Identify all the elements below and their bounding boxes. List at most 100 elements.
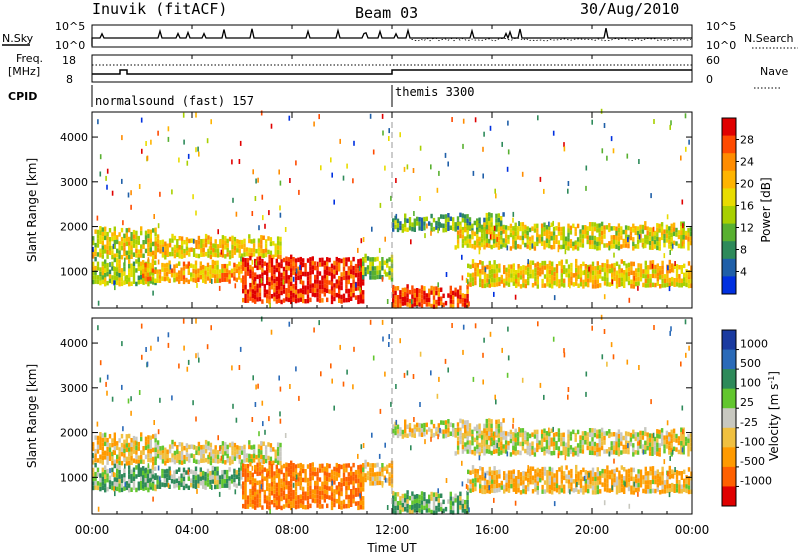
velocity-cell <box>202 479 205 485</box>
power-cell <box>452 226 455 231</box>
velocity-cell <box>290 487 293 493</box>
power-cell <box>111 275 114 280</box>
power-cell <box>199 265 202 271</box>
velocity-cell <box>567 447 570 453</box>
power-cell <box>154 260 157 265</box>
velocity-cell <box>486 484 489 489</box>
velocity-cell <box>543 480 547 485</box>
velocity-cell <box>406 499 409 504</box>
power-cell <box>123 242 126 248</box>
velocity-cell <box>168 466 171 471</box>
velocity-cell <box>545 435 549 440</box>
power-cell <box>639 233 642 239</box>
power-cell <box>187 270 190 275</box>
power-cell <box>675 232 678 237</box>
velocity-cell <box>567 483 571 489</box>
power-cell <box>304 285 307 290</box>
power-cell <box>378 265 382 271</box>
velocity-cell <box>318 320 320 326</box>
power-cell <box>546 264 549 269</box>
power-cell <box>598 232 601 237</box>
velocity-cell <box>596 467 599 472</box>
velocity-cell <box>214 458 217 464</box>
power-cell <box>180 236 184 241</box>
velocity-cell <box>182 481 186 486</box>
velocity-cell <box>456 500 460 505</box>
power-cell <box>495 277 499 283</box>
power-cell <box>482 173 484 179</box>
power-cell <box>299 274 302 280</box>
velocity-cell <box>306 491 310 496</box>
power-cell <box>432 226 436 232</box>
velocity-cell <box>314 498 317 504</box>
power-cell <box>318 262 322 267</box>
velocity-cell <box>132 458 136 463</box>
power-cell <box>297 275 300 281</box>
power-cell <box>613 271 616 277</box>
velocity-cell <box>278 491 281 496</box>
velocity-cell <box>96 444 100 450</box>
velocity-cell <box>528 433 532 439</box>
velocity-cell <box>195 353 197 359</box>
velocity-cell <box>668 492 671 498</box>
velocity-cell <box>130 447 133 452</box>
velocity-cell <box>670 438 673 444</box>
power-cell <box>560 259 563 265</box>
power-cell <box>543 231 546 236</box>
velocity-cell <box>198 357 200 363</box>
velocity-cell <box>279 386 282 392</box>
power-cell <box>260 239 263 245</box>
power-cell <box>617 245 621 251</box>
power-cell <box>321 298 324 303</box>
velocity-cell <box>394 426 397 431</box>
power-cell <box>449 216 452 221</box>
power-cell <box>251 284 254 290</box>
power-cell <box>328 289 331 294</box>
velocity-cell <box>661 489 664 494</box>
power-cell <box>459 299 462 304</box>
power-cell <box>551 275 554 280</box>
power-cell <box>531 243 534 249</box>
power-cell <box>613 262 616 268</box>
power-cell <box>536 261 539 267</box>
power-cell <box>292 266 295 271</box>
velocity-cell <box>264 454 268 459</box>
power-cell <box>555 277 559 282</box>
power-cell <box>521 226 525 232</box>
power-cell <box>216 269 219 274</box>
power-cell <box>318 114 320 120</box>
velocity-cell <box>471 483 475 488</box>
power-cell <box>164 246 167 251</box>
velocity-cell <box>617 442 621 448</box>
power-cell <box>497 217 500 223</box>
power-cell <box>182 266 186 271</box>
power-cell <box>449 294 452 300</box>
velocity-cell <box>120 460 124 466</box>
velocity-cell <box>456 449 460 455</box>
power-cell <box>183 248 186 254</box>
power-cell <box>147 257 150 263</box>
velocity-cell <box>392 433 395 438</box>
power-cell <box>401 223 404 229</box>
velocity-cell <box>288 321 291 327</box>
velocity-cell <box>474 477 477 483</box>
power-cell <box>468 301 470 307</box>
power-cell <box>268 259 271 264</box>
power-cell <box>394 290 397 296</box>
power-cell <box>264 248 268 253</box>
velocity-cell <box>582 485 585 491</box>
velocity-cell <box>190 453 193 458</box>
velocity-cell <box>459 435 462 440</box>
power-cell <box>128 245 131 251</box>
power-cell <box>132 270 136 275</box>
power-cell <box>306 276 310 281</box>
velocity-cell <box>211 474 214 480</box>
velocity-cell <box>661 466 664 472</box>
velocity-cell <box>209 460 213 466</box>
power-cell <box>238 275 241 280</box>
velocity-cell <box>362 476 365 481</box>
power-cell <box>94 270 97 275</box>
power-cell <box>96 215 99 221</box>
velocity-cell <box>149 473 152 478</box>
power-cell <box>558 283 561 289</box>
